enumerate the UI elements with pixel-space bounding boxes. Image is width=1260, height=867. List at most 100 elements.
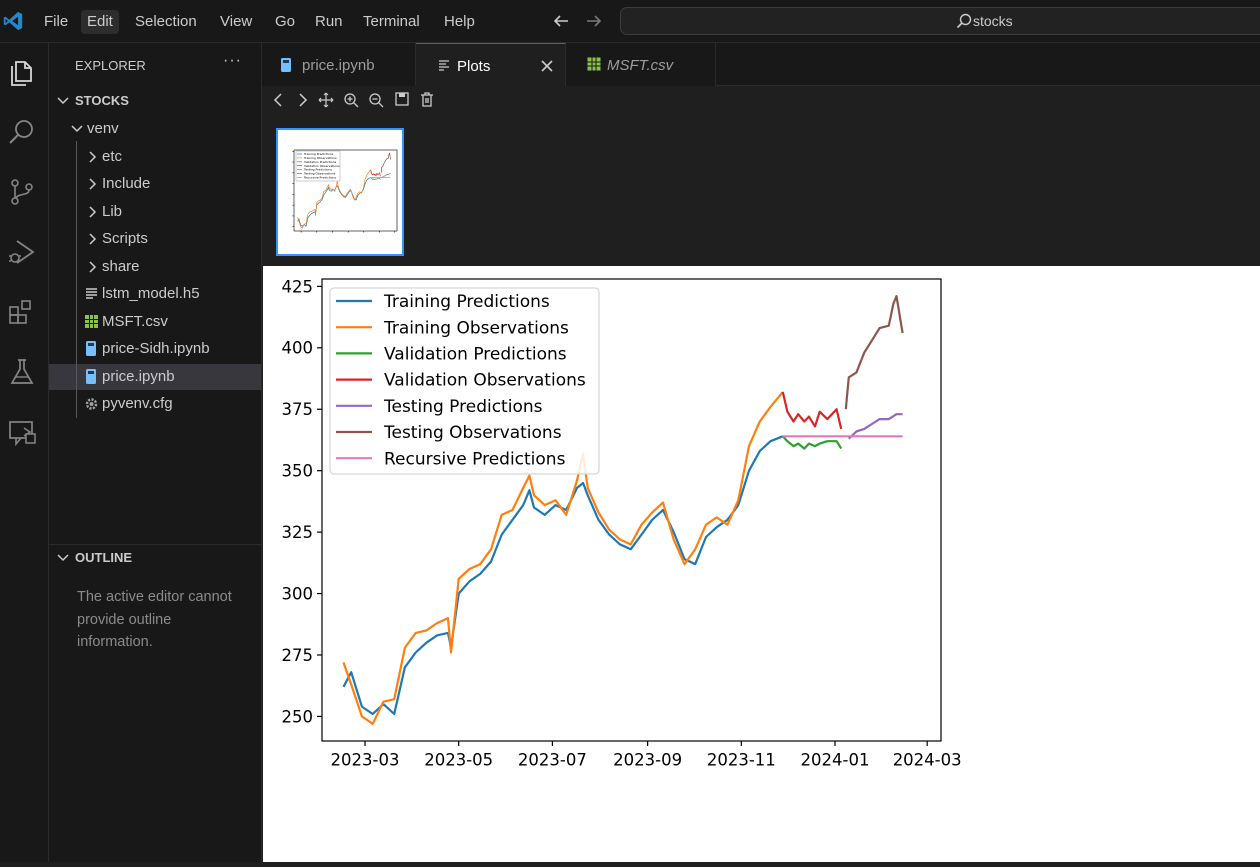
series-line-training-observations — [342, 391, 784, 725]
notebook-file-icon — [86, 341, 96, 356]
tree-item-label: Include — [102, 175, 151, 192]
tree-item-label: lstm_model.h5 — [102, 285, 200, 302]
legend-entry: Testing Observations — [303, 172, 336, 176]
tree-item-pyvenv-cfg[interactable]: pyvenv.cfg — [49, 391, 261, 417]
delete-trash-icon[interactable] — [418, 90, 436, 108]
outline-message: The active editor cannot provide outline… — [77, 589, 232, 650]
menu-terminal[interactable]: Terminal — [363, 13, 420, 30]
chevron-right-icon — [89, 150, 97, 163]
workspace-header[interactable]: STOCKS — [49, 90, 262, 112]
search-activity-icon[interactable] — [6, 116, 38, 148]
series-line-testing-predictions — [381, 173, 391, 179]
y-tick-label: 425 — [282, 277, 314, 296]
zoom-out-icon[interactable] — [367, 91, 385, 109]
outline-title: OUTLINE — [75, 550, 133, 565]
next-plot-icon[interactable] — [293, 91, 311, 109]
back-arrow-icon[interactable] — [552, 12, 570, 30]
tab-plots[interactable]: Plots — [416, 43, 566, 86]
plot-thumbnail[interactable]: Training Predictions Training Observation… — [276, 128, 404, 256]
more-actions-icon[interactable]: ··· — [223, 52, 242, 69]
tree-item-etc[interactable]: etc — [49, 144, 261, 170]
plot-frame — [293, 149, 398, 232]
series-line-validation-predictions — [370, 177, 381, 181]
testing-flask-icon[interactable] — [6, 356, 38, 388]
menu-selection[interactable]: Selection — [135, 13, 197, 30]
legend-box — [329, 287, 600, 475]
tab-price-ipynb[interactable]: price.ipynb — [262, 43, 416, 86]
series-line-testing-predictions — [848, 413, 903, 440]
zoom-in-icon[interactable] — [342, 91, 360, 109]
chevron-down-icon — [71, 125, 83, 133]
notebook-file-icon — [86, 368, 96, 384]
forward-arrow-icon[interactable] — [585, 12, 603, 30]
y-tick-label: 350 — [282, 462, 314, 481]
sidebar-explorer: EXPLORER ··· STOCKS venv etc Include Lib Scr… — [49, 43, 262, 862]
chevron-right-icon — [89, 233, 97, 245]
tree-item-share[interactable]: share — [49, 254, 261, 280]
legend-entry: Testing Observations — [383, 423, 562, 443]
gear-icon — [85, 398, 98, 410]
tree-item-price-sidh-ipynb[interactable]: price-Sidh.ipynb — [49, 336, 261, 362]
editor-tabs: price.ipynb Plots MSFT.csv — [262, 43, 1260, 86]
plot-view: 250 275 300 325 350 375 400 425 2023-03 2023-05 20… — [263, 266, 1260, 862]
save-icon[interactable] — [393, 90, 411, 108]
menu-file[interactable]: File — [44, 13, 69, 30]
x-tick-label: 2024-01 — [801, 751, 870, 770]
menu-help[interactable]: Help — [444, 13, 475, 30]
outline-header[interactable]: OUTLINE — [49, 547, 262, 569]
menu-view[interactable]: View — [220, 13, 253, 30]
legend-entry: Validation Observations — [304, 164, 340, 168]
tree-item-lib[interactable]: Lib — [49, 199, 261, 225]
tree-item-lstm-model-h5[interactable]: lstm_model.h5 — [49, 281, 261, 307]
legend-entry: Testing Predictions — [383, 397, 543, 417]
remote-explorer-icon[interactable] — [6, 416, 38, 448]
menu-run[interactable]: Run — [315, 13, 343, 30]
run-debug-icon[interactable] — [6, 236, 38, 268]
csv-icon — [587, 57, 601, 71]
tree-item-label: etc — [102, 147, 123, 165]
menu-edit[interactable]: Edit — [81, 10, 119, 34]
x-tick-label: 2024-03 — [893, 751, 962, 770]
tree-item-scripts[interactable]: Scripts — [49, 226, 261, 252]
section-divider — [49, 544, 261, 545]
y-tick-label: 325 — [282, 523, 314, 542]
extensions-icon[interactable] — [6, 296, 38, 328]
tree-item-msft-csv[interactable]: MSFT.csv — [49, 309, 261, 335]
x-tick-label: 2023-09 — [613, 751, 682, 770]
title-bar: File Edit Selection View Go Run Terminal… — [0, 0, 1260, 43]
tree-item-include[interactable]: Include — [49, 171, 261, 197]
explorer-title: EXPLORER — [75, 58, 146, 73]
text-file-icon — [86, 288, 97, 299]
legend-entry: Training Predictions — [303, 152, 334, 156]
series-line-validation-predictions — [781, 435, 843, 450]
series-line-validation-observations — [781, 391, 843, 430]
vscode-logo-icon — [3, 11, 23, 31]
series-line-training-observations — [297, 169, 371, 229]
tree-item-price-ipynb[interactable]: price.ipynb — [49, 363, 261, 390]
legend-box — [295, 150, 341, 182]
x-tick-label: 2023-11 — [707, 751, 776, 770]
notebook-icon — [281, 58, 291, 72]
tree-item-venv[interactable]: venv — [49, 116, 261, 142]
explorer-files-icon[interactable] — [6, 56, 38, 88]
tree-item-label: Scripts — [102, 230, 148, 247]
tree-item-label: MSFT.csv — [102, 312, 168, 330]
source-control-icon[interactable] — [6, 176, 38, 208]
tree-item-label: venv — [87, 120, 119, 137]
series-line-testing-observations — [380, 152, 391, 173]
chevron-down-icon — [57, 97, 69, 105]
previous-plot-icon[interactable] — [270, 91, 288, 109]
legend-entry: Validation Predictions — [304, 160, 337, 164]
y-tick-label: 250 — [282, 707, 314, 726]
close-icon[interactable] — [540, 59, 554, 73]
chevron-right-icon — [89, 205, 97, 218]
menu-go[interactable]: Go — [275, 13, 296, 30]
y-tick-label: 375 — [282, 400, 314, 419]
x-tick-label: 2023-05 — [424, 751, 493, 770]
command-center-search[interactable]: stocks — [620, 7, 1260, 35]
csv-file-icon — [85, 314, 98, 328]
command-center-label: stocks — [973, 13, 1013, 29]
tab-msft-csv[interactable]: MSFT.csv — [566, 43, 716, 86]
pan-move-icon[interactable] — [317, 91, 335, 109]
series-line-testing-observations — [844, 295, 904, 410]
